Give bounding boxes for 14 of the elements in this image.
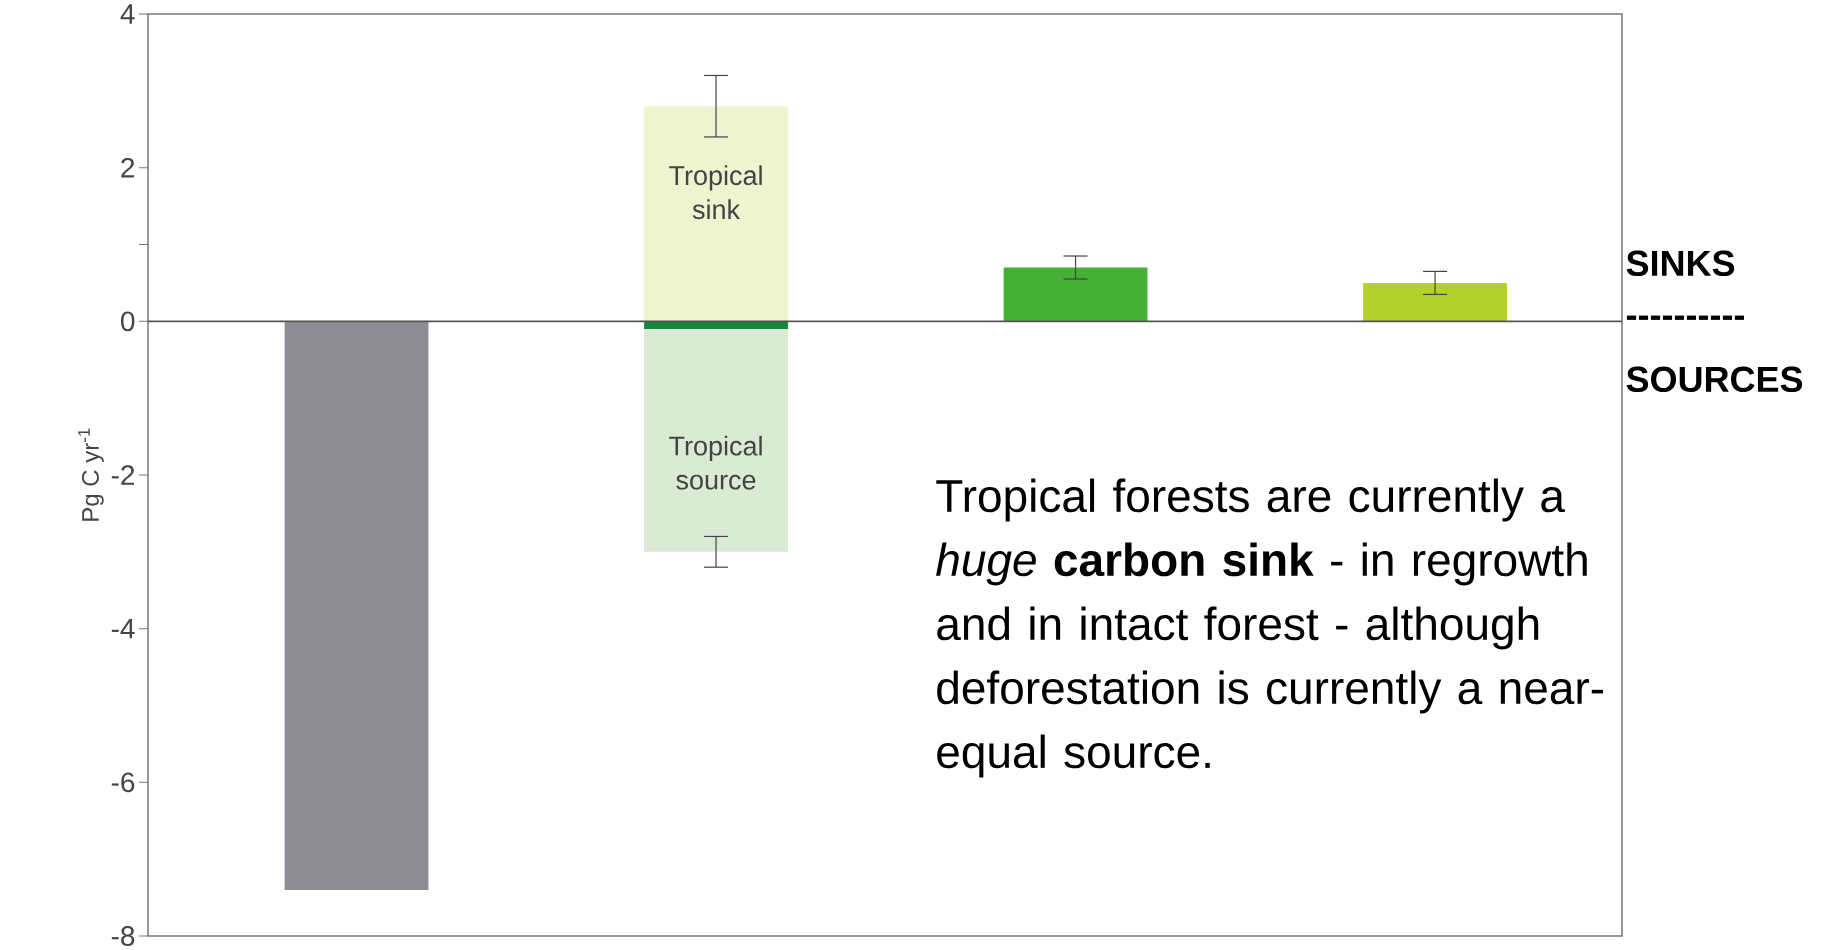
y-tick-label: -2 [111,465,135,485]
text: SOURCES [1626,366,1803,393]
text: ---------- [1626,315,1744,320]
y-tick-label: -8 [111,926,135,946]
series-label: Tropical sink [669,165,762,220]
y-tick-label: 4 [120,4,135,24]
y-axis-title: Pg C yr$^{-1}$ [78,428,104,521]
y-tick-label: 2 [121,157,135,178]
annotation: Tropical forests are currently a huge carbon sink - in regrowth and in intact forest - although deforestation is currently a near-equal source. [936,478,1603,778]
y-tick-label: 0 [121,311,135,332]
series-label: Tropical source [669,435,762,490]
text: SINKS [1626,250,1735,277]
y-tick-label: -6 [111,772,135,793]
y-tick-label: -4 [111,619,135,639]
